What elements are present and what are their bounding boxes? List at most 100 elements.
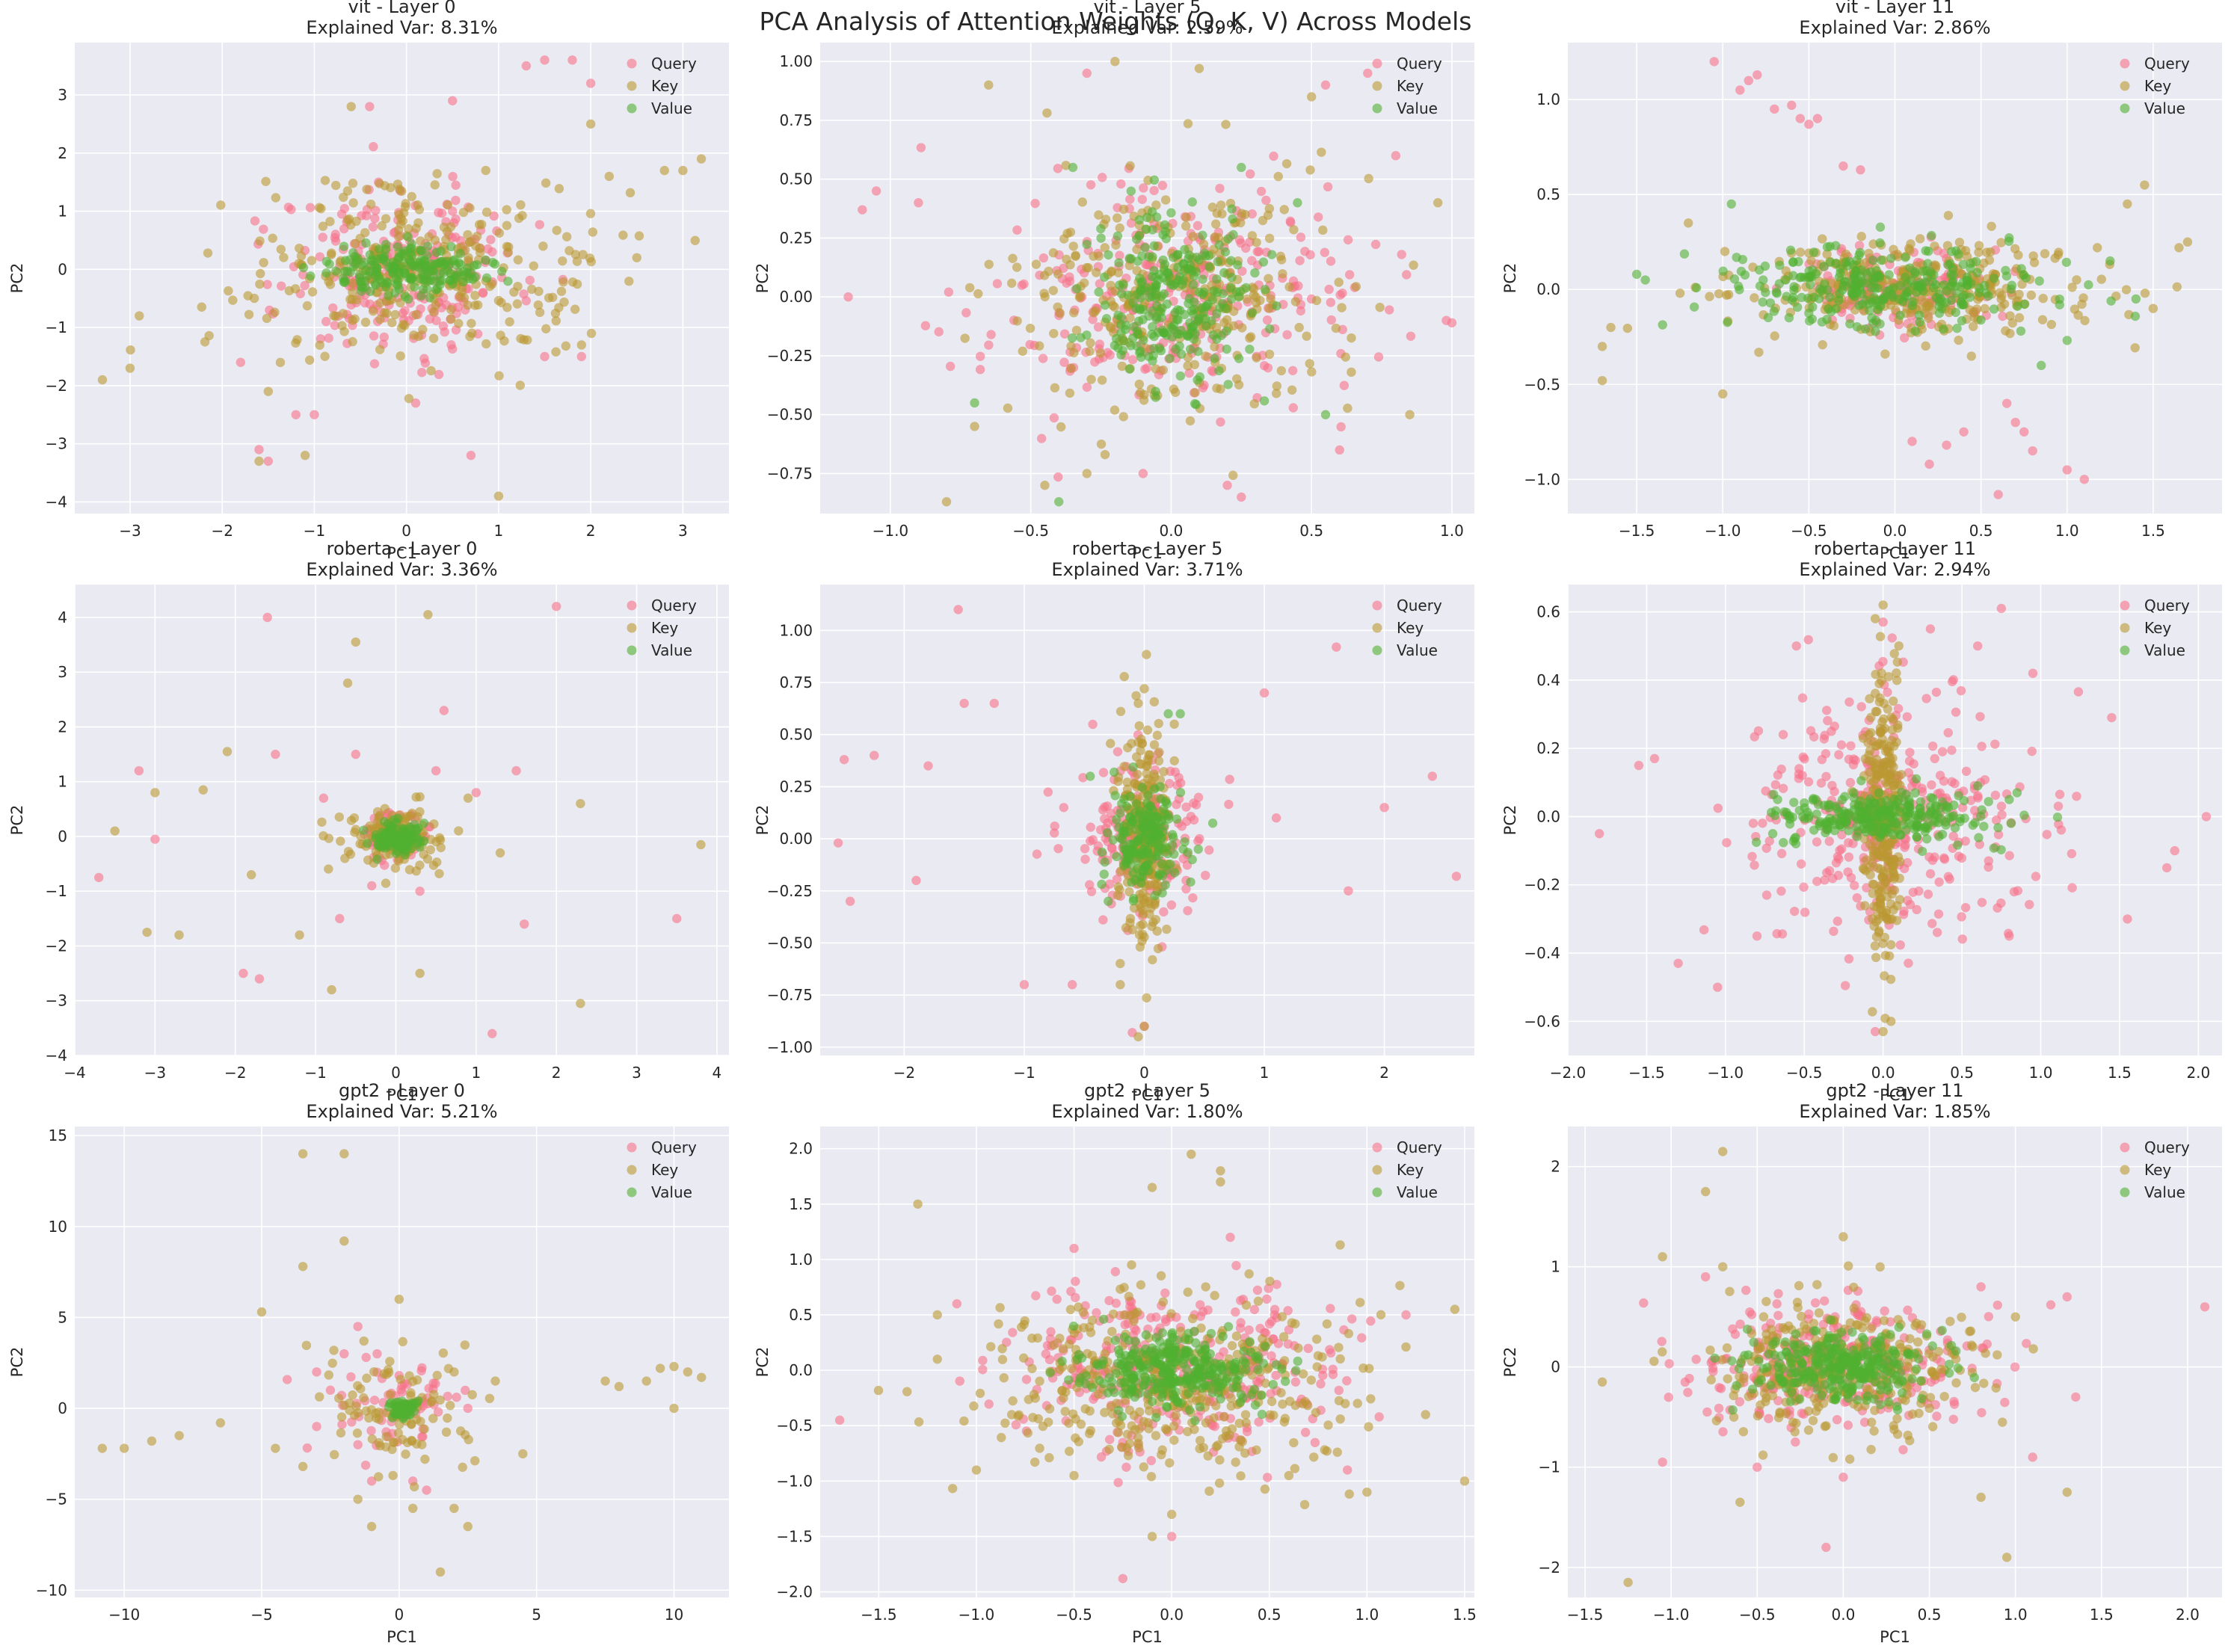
data-point-key: [435, 1567, 446, 1577]
data-point-query: [1776, 764, 1786, 774]
y-tick-label: 5: [58, 1308, 67, 1326]
data-point-value: [1169, 868, 1180, 878]
data-point-key: [2050, 253, 2060, 263]
data-point-key: [1142, 761, 1151, 771]
data-point-key: [1153, 881, 1163, 892]
data-point-key: [409, 330, 419, 340]
data-point-query: [1338, 289, 1347, 298]
data-point-value: [1915, 804, 1924, 814]
data-point-key: [1351, 282, 1361, 292]
data-point-value: [1789, 798, 1799, 807]
data-point-key: [1318, 225, 1328, 235]
data-point-query: [271, 749, 280, 759]
data-point-key: [1012, 262, 1022, 272]
data-point-key: [381, 214, 391, 224]
data-point-value: [1792, 302, 1803, 312]
data-point-key: [290, 284, 301, 294]
data-point-key: [390, 863, 401, 873]
data-point-key: [1880, 950, 1891, 961]
data-point-query: [487, 1029, 497, 1038]
data-point-value: [1114, 258, 1124, 268]
data-point-query: [318, 232, 327, 242]
data-point-query: [1925, 624, 1936, 634]
data-point-key: [561, 232, 572, 241]
data-point-value: [1219, 268, 1229, 278]
data-point-value: [407, 251, 416, 261]
data-point-key: [472, 231, 482, 241]
data-point-value: [1204, 262, 1214, 272]
y-tick-label: 0: [58, 1399, 67, 1417]
data-point-key: [351, 637, 360, 647]
data-point-value: [1151, 392, 1160, 402]
data-point-key: [632, 253, 641, 262]
data-point-key: [1252, 238, 1261, 247]
data-point-query: [1090, 357, 1100, 367]
data-point-value: [365, 267, 375, 277]
data-point-key: [1869, 849, 1879, 859]
data-point-key: [454, 826, 464, 836]
data-point-key: [1148, 955, 1157, 965]
data-point-query: [1287, 366, 1298, 376]
legend-label-query: Query: [651, 55, 697, 73]
data-point-key: [262, 313, 272, 324]
legend-label-value: Value: [1397, 99, 1438, 117]
data-point-query: [360, 1460, 371, 1470]
data-point-key: [1866, 712, 1876, 723]
y-tick-label: −0.50: [767, 406, 813, 424]
data-point-query: [134, 765, 144, 776]
data-point-key: [556, 286, 567, 296]
data-point-key: [446, 222, 456, 232]
data-point-query: [1796, 859, 1806, 869]
data-point-key: [1943, 211, 1954, 221]
x-tick-label: 1.5: [2141, 522, 2165, 540]
legend-label-query: Query: [651, 597, 697, 614]
data-point-value: [1197, 303, 1207, 312]
data-point-query: [1363, 68, 1373, 78]
data-point-value: [1099, 869, 1109, 879]
data-point-query: [1957, 803, 1968, 813]
data-point-query: [1314, 212, 1323, 222]
subplot-title: roberta - Layer 5: [1072, 538, 1223, 559]
legend-marker-value: [627, 103, 637, 114]
data-point-value: [411, 825, 422, 836]
data-point-value: [1169, 833, 1178, 842]
data-point-key: [1273, 171, 1283, 182]
data-point-query: [1080, 854, 1090, 864]
data-point-query: [1791, 641, 1801, 651]
data-point-key: [1110, 405, 1120, 415]
data-point-value: [1835, 264, 1845, 274]
data-point-value: [1867, 283, 1877, 293]
data-point-value: [410, 282, 419, 292]
legend-label-key: Key: [2144, 619, 2171, 637]
data-point-key: [301, 1340, 312, 1351]
data-point-query: [362, 211, 372, 221]
data-point-key: [519, 335, 529, 345]
y-tick-label: −0.25: [767, 882, 813, 900]
data-point-key: [2005, 311, 2015, 321]
data-point-query: [438, 321, 449, 331]
data-point-key: [1110, 57, 1120, 67]
data-point-key: [1190, 388, 1200, 398]
data-point-key: [438, 1348, 449, 1358]
data-point-key: [417, 1440, 427, 1449]
data-point-value: [1143, 790, 1153, 800]
data-point-query: [1095, 279, 1105, 289]
data-point-value: [1130, 875, 1140, 885]
data-point-key: [1222, 315, 1232, 324]
data-point-key: [1169, 719, 1179, 729]
data-point-query: [1993, 830, 2004, 839]
legend-marker-query: [1372, 600, 1382, 611]
data-point-value: [339, 241, 349, 251]
data-point-key: [1068, 308, 1079, 318]
data-point-key: [351, 238, 360, 248]
data-point-value: [1187, 197, 1197, 207]
legend-marker-key: [2120, 623, 2130, 633]
data-point-query: [1271, 813, 1281, 823]
data-point-value: [1765, 298, 1776, 308]
data-point-query: [1188, 893, 1198, 903]
data-point-key: [964, 283, 975, 293]
data-point-value: [1901, 253, 1910, 262]
data-point-key: [1089, 308, 1099, 318]
data-point-query: [1634, 760, 1644, 771]
data-point-value: [1132, 234, 1142, 244]
